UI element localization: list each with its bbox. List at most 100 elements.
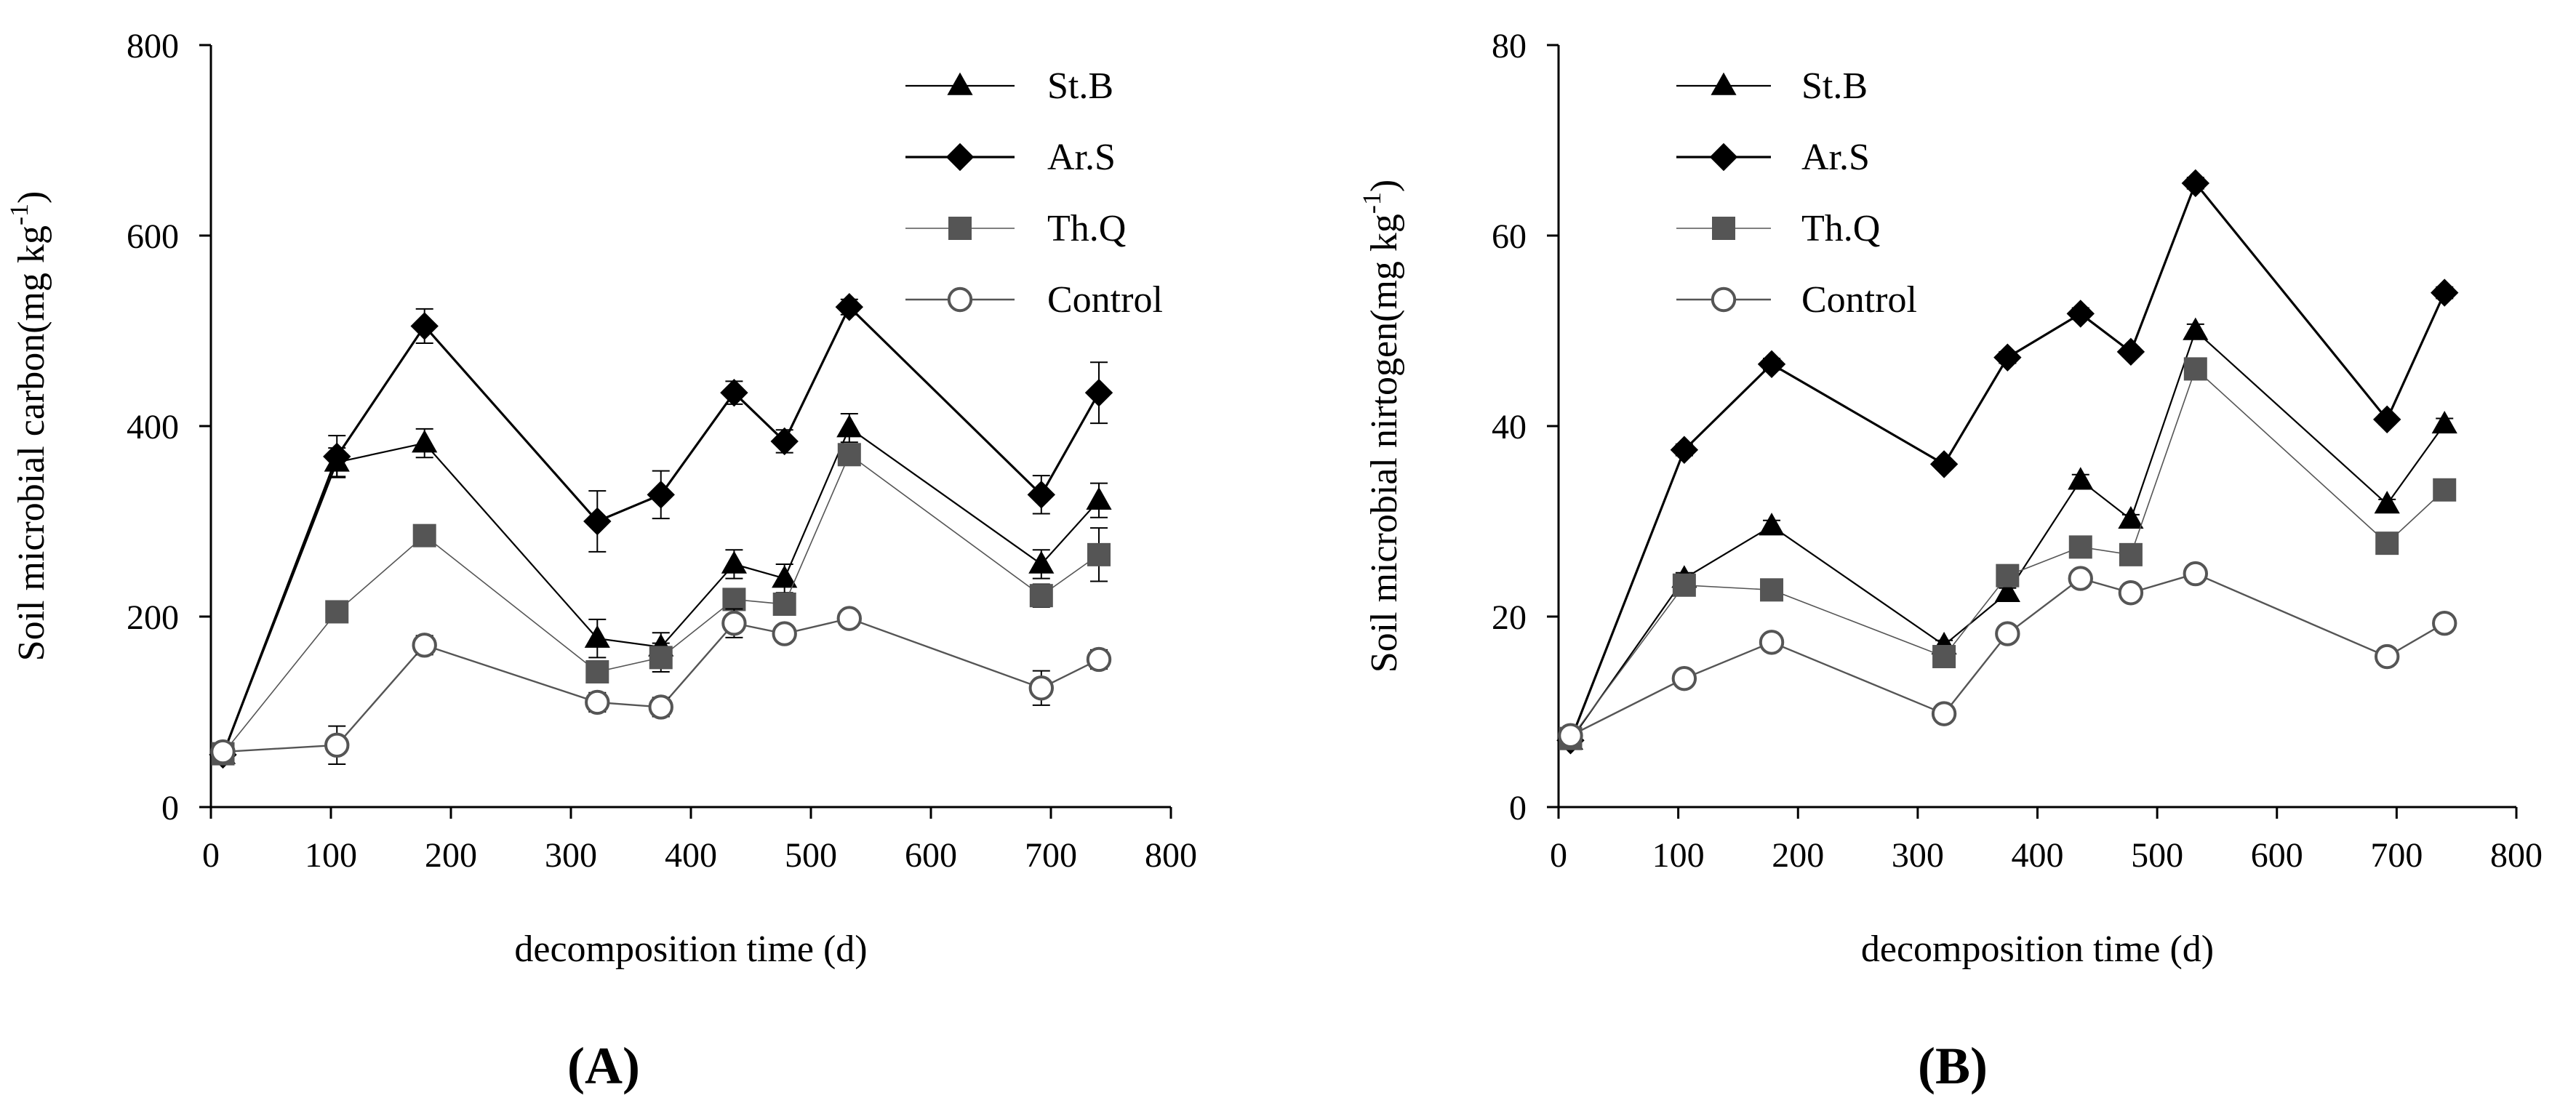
legend-label-control: Control — [1047, 279, 1163, 321]
data-point-th-q — [2119, 542, 2143, 566]
data-point-control — [836, 606, 863, 631]
legend-label-ar-s: Ar.S — [1047, 137, 1116, 178]
x-tick-label: 400 — [665, 836, 717, 875]
data-point-ar-s — [410, 312, 439, 340]
data-point-control — [1759, 630, 1785, 655]
legend: St.B Ar.S Th.Q Control — [905, 65, 1163, 321]
data-point-ar-s — [835, 293, 863, 321]
data-point-ar-s — [323, 442, 351, 471]
data-point-control — [1086, 646, 1112, 673]
data-point-th-q — [2068, 535, 2092, 559]
series-line-th-q — [1569, 367, 2445, 739]
data-point-control — [1671, 665, 1697, 691]
legend-marker-control — [947, 286, 973, 313]
legend-label-th-q: Th.Q — [1801, 208, 1880, 249]
legend-marker-control — [1711, 286, 1737, 313]
data-point-ar-s — [1084, 378, 1113, 407]
data-point-st-b — [412, 430, 438, 453]
y-axis-title: Soil microbial nirtogen(mg kg-1) — [1357, 180, 1405, 673]
data-point-control — [2432, 610, 2457, 636]
data-point-th-q — [837, 443, 861, 467]
data-point-control — [585, 689, 610, 715]
series-th-q — [211, 443, 1111, 766]
series-line-ar-s — [1569, 180, 2446, 741]
x-tick-label: 500 — [2131, 836, 2183, 875]
series-ar-s — [1556, 169, 2459, 755]
series-control — [210, 606, 1112, 766]
data-point-control — [324, 732, 350, 758]
legend-marker-th-q — [1712, 217, 1735, 240]
series-line-th-q — [222, 454, 1100, 755]
data-point-ar-s — [2116, 337, 2145, 366]
x-tick-label: 600 — [905, 836, 957, 875]
x-tick-label: 400 — [2012, 836, 2064, 875]
y-tick-label: 80 — [1492, 27, 1527, 65]
legend-label-st-b: St.B — [1801, 65, 1868, 107]
data-point-ar-s — [2373, 405, 2401, 434]
panel-b-chart: 0 100 200 300 400 500 600 700 800 0 20 40 60 80 decomp… — [1357, 27, 2543, 1095]
y-tick-label: 400 — [127, 408, 179, 446]
data-point-control — [2068, 566, 2093, 591]
data-point-th-q — [1672, 573, 1696, 597]
y-tick-label: 600 — [127, 217, 179, 256]
data-point-th-q — [2183, 357, 2207, 381]
data-point-control — [2118, 580, 2144, 606]
data-point-control — [721, 610, 747, 636]
legend-marker-ar-s — [1709, 143, 1738, 172]
data-point-st-b — [836, 414, 863, 438]
series-line-ar-s — [222, 305, 1100, 755]
y-tick-label: 200 — [127, 598, 179, 637]
data-point-ar-s — [2431, 278, 2459, 307]
data-point-st-b — [1028, 550, 1055, 574]
data-point-ar-s — [1670, 436, 1699, 464]
x-tick-label: 600 — [2251, 836, 2303, 875]
data-point-st-b — [1994, 579, 2020, 603]
data-point-st-b — [2068, 467, 2094, 490]
legend-marker-st-b — [947, 72, 973, 95]
x-tick-label: 800 — [1145, 836, 1197, 875]
data-point-st-b — [584, 625, 610, 648]
data-point-ar-s — [1757, 350, 1786, 379]
panel-label: (B) — [1918, 1037, 1988, 1095]
y-tick-label: 0 — [161, 789, 179, 827]
data-point-st-b — [2183, 317, 2209, 340]
data-point-ar-s — [2181, 169, 2210, 198]
legend-label-control: Control — [1801, 279, 1917, 321]
data-point-ar-s — [583, 507, 612, 536]
x-tick-label: 700 — [2370, 836, 2423, 875]
data-point-st-b — [1086, 486, 1112, 510]
legend: St.B Ar.S Th.Q Control — [1676, 65, 1917, 321]
x-axis-title: decomposition time (d) — [1861, 928, 2214, 970]
data-point-control — [1558, 723, 1583, 748]
panel-a-chart: 0 100 200 300 400 500 600 700 800 0 200 400 600 800 de… — [4, 27, 1197, 1095]
legend-label-th-q: Th.Q — [1047, 208, 1126, 249]
data-point-th-q — [1932, 645, 1956, 669]
data-point-st-b — [2431, 410, 2457, 434]
data-point-th-q — [1029, 584, 1053, 608]
series-line-control — [223, 617, 1100, 753]
x-tick-label: 300 — [545, 836, 597, 875]
data-point-st-b — [772, 565, 798, 588]
data-point-ar-s — [720, 378, 748, 407]
y-tick-label: 40 — [1492, 408, 1527, 446]
data-point-th-q — [1087, 542, 1111, 566]
series-line-st-b — [1569, 329, 2446, 741]
legend-marker-st-b — [1711, 72, 1737, 95]
data-point-th-q — [325, 600, 349, 624]
series-th-q — [1559, 357, 2457, 750]
data-point-control — [1028, 675, 1055, 701]
data-point-th-q — [1760, 578, 1784, 602]
legend-label-ar-s: Ar.S — [1801, 137, 1870, 178]
data-point-th-q — [2433, 478, 2457, 502]
data-point-st-b — [2374, 491, 2400, 514]
x-tick-label: 0 — [1550, 836, 1567, 875]
data-point-control — [412, 633, 437, 658]
data-point-control — [2183, 561, 2209, 587]
x-tick-label: 500 — [785, 836, 837, 875]
data-point-ar-s — [1027, 481, 1055, 509]
data-point-ar-s — [770, 427, 799, 456]
data-point-ar-s — [647, 481, 675, 509]
data-point-control — [210, 739, 236, 765]
data-point-control — [648, 694, 673, 720]
